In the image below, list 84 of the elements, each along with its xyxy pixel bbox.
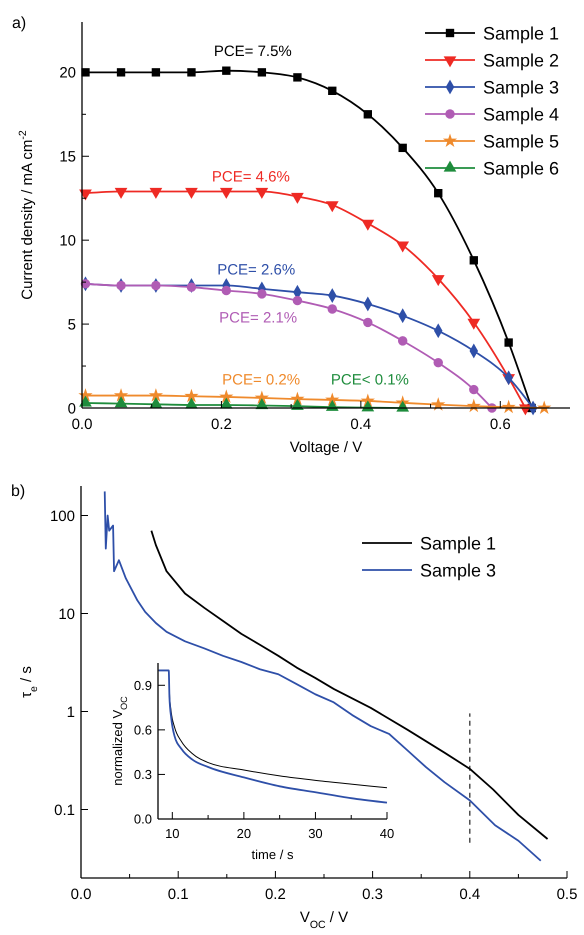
point (293, 73, 302, 82)
y-tick-label: 0.6 (134, 722, 152, 738)
x-tick-label: 0.2 (264, 886, 286, 903)
point (434, 358, 443, 368)
point (220, 188, 233, 199)
point (148, 388, 164, 402)
text: a) (12, 15, 26, 32)
x-tick-label: 10 (165, 826, 180, 841)
y-tick-label: 5 (68, 316, 76, 334)
text: b) (11, 483, 26, 500)
point (537, 400, 552, 414)
annotation: PCE= 2.1% (219, 310, 298, 327)
point (186, 282, 196, 292)
point (222, 66, 230, 75)
y-tick-label: 100 (50, 508, 75, 525)
point (361, 400, 374, 412)
x-tick-label: 30 (308, 826, 323, 841)
annotation: PCE= 7.5% (214, 42, 292, 60)
point (79, 396, 92, 407)
point (151, 280, 161, 290)
annotation: PCE= 0.2% (222, 372, 300, 389)
point (114, 396, 128, 408)
line-series (150, 530, 548, 840)
legend-label: Sample 4 (483, 104, 560, 124)
legend-label: Sample 1 (420, 533, 496, 554)
point (185, 188, 198, 199)
x-tick-label: 0.1 (168, 886, 189, 903)
point (222, 286, 232, 296)
point (328, 304, 337, 314)
x-axis-title: time / s (252, 847, 294, 862)
point (398, 144, 407, 152)
legend-label: Sample 1 (483, 23, 560, 44)
point (150, 188, 162, 199)
x-tick-label: 20 (236, 826, 252, 841)
y-tick-label: 0.9 (134, 678, 152, 693)
annotation: PCE= 4.6% (212, 168, 290, 186)
x-tick-label: 0.5 (556, 886, 578, 903)
point (114, 188, 128, 199)
point (258, 68, 266, 77)
point (184, 388, 199, 402)
x-tick-label: 0.4 (350, 416, 372, 433)
x-tick-label: 0.2 (211, 416, 232, 433)
point (291, 192, 304, 204)
point (152, 68, 160, 77)
x-tick-label: 40 (380, 826, 394, 841)
y-tick-label: 10 (59, 232, 76, 250)
x-tick-label: 0.6 (490, 416, 511, 433)
point (398, 336, 408, 346)
legend-label: Sample 2 (483, 50, 560, 70)
point (256, 188, 268, 199)
point (254, 390, 269, 404)
point (434, 189, 442, 198)
y-tick-label: 0.1 (54, 802, 75, 819)
y-tick-label: 0 (68, 400, 76, 418)
annotation: PCE= 2.6% (217, 262, 296, 279)
point (364, 110, 372, 118)
point (116, 280, 126, 290)
point (328, 86, 336, 95)
point (116, 68, 126, 77)
legend-label: Sample 6 (483, 158, 560, 178)
point (292, 296, 302, 306)
y-tick-label: 1 (66, 704, 75, 721)
legend-label: Sample 3 (420, 560, 496, 580)
y-tick-label: 0.0 (134, 812, 152, 827)
x-axis-title: V$_{OC}$ / V (300, 909, 348, 931)
y-tick-label: 0.3 (134, 766, 152, 782)
point (187, 68, 196, 77)
point (363, 318, 373, 328)
x-tick-label: 0.4 (459, 886, 480, 903)
x-axis-title: Voltage / V (290, 439, 362, 456)
point (504, 338, 513, 347)
point (326, 400, 339, 411)
point (470, 256, 478, 264)
legend-label: Sample 5 (483, 131, 560, 152)
point (219, 389, 234, 403)
point (469, 384, 479, 394)
line-series (104, 490, 542, 862)
legend-label: Sample 3 (483, 77, 560, 98)
point (257, 289, 267, 299)
y-tick-label: 15 (59, 148, 76, 166)
x-tick-label: 0.3 (362, 886, 384, 903)
annotation: PCE< 0.1% (330, 372, 409, 389)
y-tick-label: 10 (58, 606, 75, 623)
y-tick-label: 20 (59, 64, 76, 82)
